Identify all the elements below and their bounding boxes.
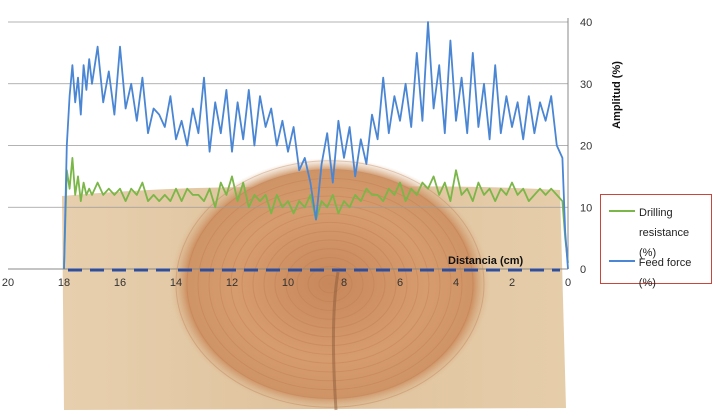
wood-cross-section-image [62, 158, 566, 411]
x-tick-label: 18 [58, 277, 70, 289]
wood-ring [307, 265, 353, 303]
wood-ring [241, 213, 419, 355]
y-tick-label: 30 [580, 79, 592, 91]
x-tick-label: 6 [397, 277, 403, 289]
x-tick-label: 4 [453, 277, 459, 289]
legend-label-drilling: Drilling resistance (%) [639, 207, 690, 259]
x-tick-label: 16 [114, 277, 126, 289]
y-tick-labels: 0 10 20 30 40 [580, 17, 592, 276]
y-tick-label: 20 [580, 141, 592, 153]
wood-ring [197, 177, 463, 391]
x-tick-label: 8 [341, 277, 347, 289]
x-tick-label: 20 [2, 277, 14, 289]
y-tick-label: 10 [580, 202, 592, 214]
x-tick-labels: 20 18 16 14 12 10 8 6 4 2 0 [2, 277, 571, 289]
x-tick-label: 0 [565, 277, 571, 289]
wood-ring [219, 195, 441, 373]
x-tick-label: 14 [170, 277, 182, 289]
legend-label-feed: Feed force (%) [638, 257, 692, 289]
x-tick-label: 10 [282, 277, 294, 289]
wood-ring [230, 204, 430, 364]
y-axis-title: Amplitud (%) [611, 61, 623, 129]
legend-item-feed: Feed force (%) [609, 253, 711, 293]
x-tick-label: 2 [509, 277, 515, 289]
feed-force-line [63, 21, 569, 270]
wood-ring [186, 169, 474, 399]
y-tick-label: 40 [580, 17, 592, 29]
legend: Drilling resistance (%) Feed force (%) [600, 194, 712, 289]
wood-ring [285, 248, 375, 320]
legend-swatch-feed [609, 260, 635, 262]
legend-item-drilling: Drilling resistance (%) [609, 203, 709, 263]
x-axis-title: Distancia (cm) [448, 255, 524, 267]
wood-ring [263, 230, 397, 338]
wood-ring [274, 239, 386, 329]
x-tick-label: 12 [226, 277, 238, 289]
wood-ring [318, 274, 342, 294]
wood-ring [296, 257, 364, 311]
drilling-resistance-line [63, 156, 569, 270]
wood-ring [208, 186, 452, 382]
wood-ring [252, 221, 408, 347]
y-tick-label: 0 [580, 264, 586, 276]
legend-swatch-drilling [609, 210, 635, 212]
